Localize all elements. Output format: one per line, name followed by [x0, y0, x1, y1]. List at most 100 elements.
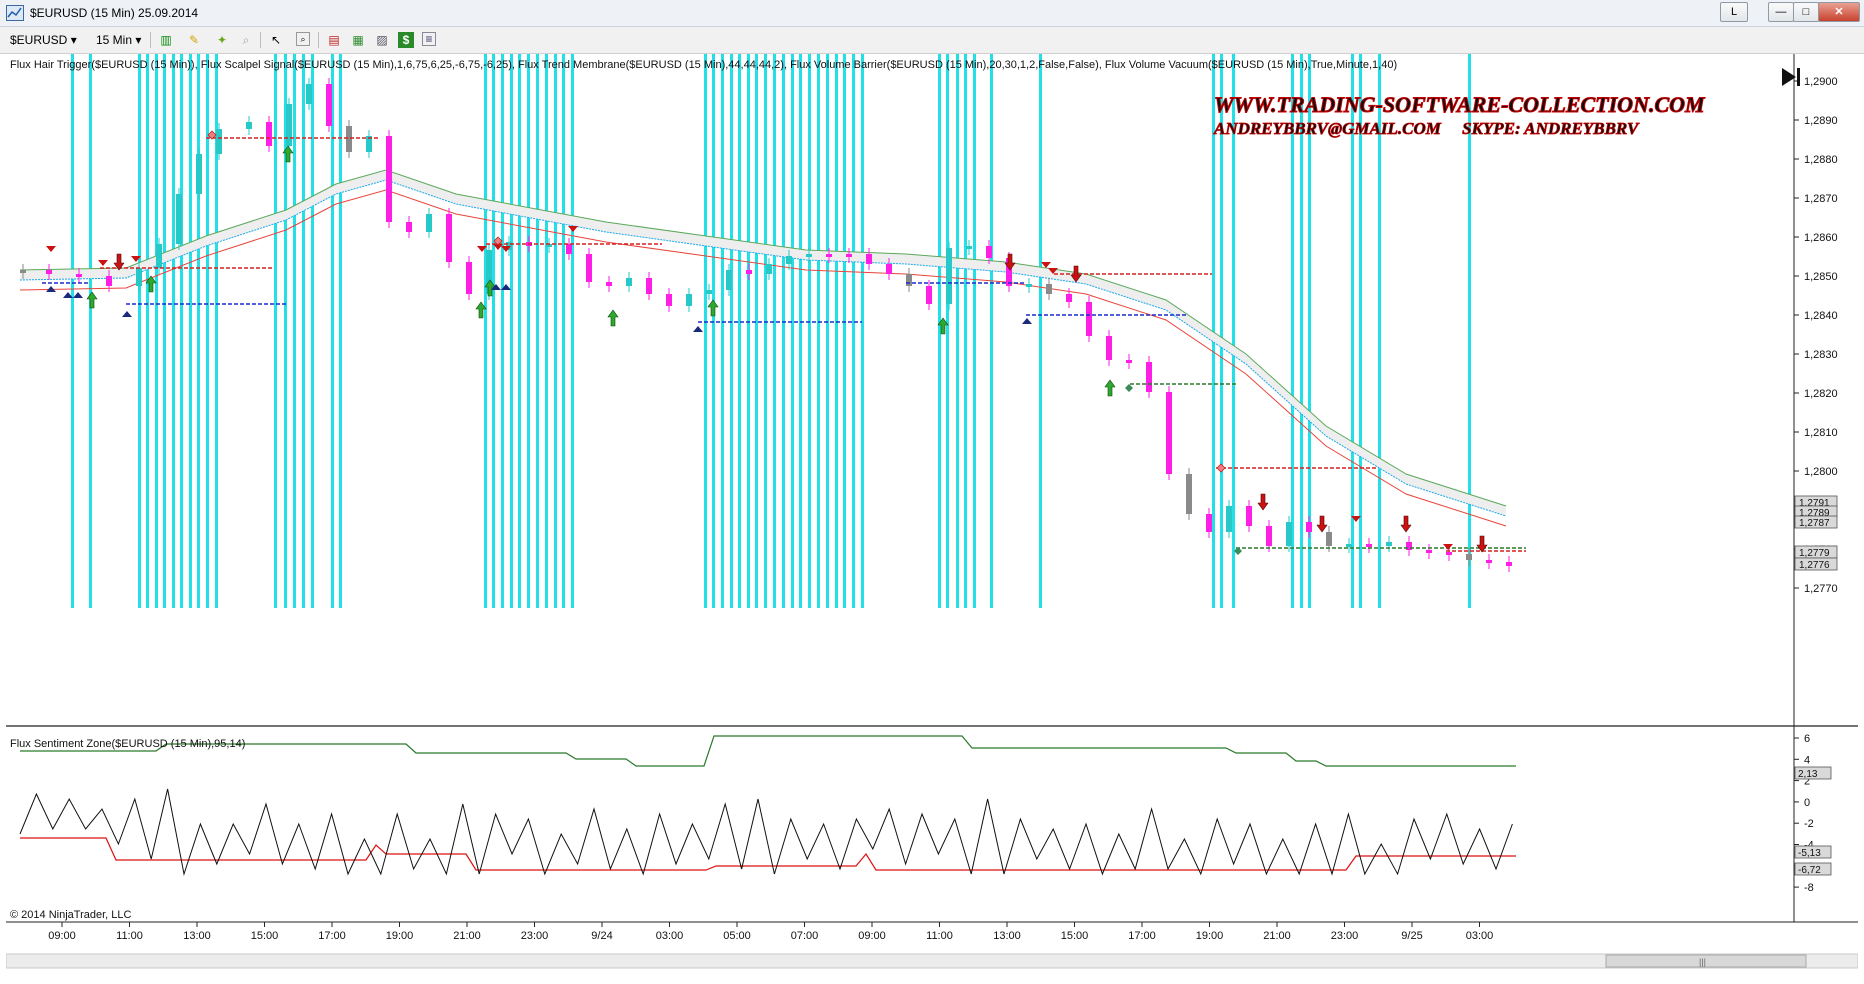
candle-body [666, 294, 672, 306]
candle-body [1366, 544, 1372, 547]
sentiment-tag-label: -5,13 [1798, 848, 1821, 859]
pencil-icon[interactable]: ✎ [188, 33, 200, 47]
time-tick-label: 9/24 [591, 930, 612, 942]
price-panel-background [6, 54, 1858, 726]
candle-body [886, 264, 892, 274]
price-tag [1794, 557, 1838, 571]
sentiment-tick-label: 0 [1804, 797, 1810, 809]
candle-body [1106, 336, 1112, 360]
trend-membrane [19, 169, 1507, 527]
candle-body [466, 262, 472, 294]
candle-body [406, 222, 412, 232]
volume-vacuum-bar [536, 54, 539, 608]
up-arrow-icon [937, 317, 949, 335]
candle-body [646, 278, 652, 294]
price-tick-label: 1,2830 [1804, 349, 1838, 361]
membrane-upper-line [19, 169, 1507, 507]
volume-vacuum-bars [71, 54, 1471, 608]
chevron-down-icon: ▾ [70, 33, 77, 47]
sentiment-tick-label: -8 [1804, 882, 1814, 894]
candle-body [176, 194, 182, 244]
draw-tools-icon[interactable]: ✦ [216, 33, 228, 47]
time-tick-label: 9/25 [1401, 930, 1422, 942]
strategy-icon[interactable]: ▦ [352, 33, 364, 47]
bar-type-icon[interactable]: ▥ [160, 33, 172, 47]
candle-body [1206, 514, 1212, 532]
maximize-button[interactable]: □ [1793, 2, 1819, 22]
volume-vacuum-bar [527, 54, 530, 608]
volume-vacuum-bar [1039, 54, 1042, 608]
buy-triangle-icon [491, 284, 501, 290]
indicator-label: Flux Hair Trigger($EURUSD (15 Min)), Flu… [10, 59, 1397, 71]
diamond-marker-icon [207, 130, 217, 140]
candle-body [1326, 532, 1332, 546]
indicator-icon[interactable]: ▤ [328, 33, 340, 47]
volume-vacuum-bar [339, 54, 342, 608]
time-tick-label: 19:00 [386, 930, 414, 942]
time-tick-label: 07:00 [791, 930, 819, 942]
candle-body [106, 276, 112, 286]
volume-vacuum-bar [571, 54, 574, 608]
data-box-icon[interactable]: ≡ [422, 32, 436, 46]
price-tick-label: 1,2900 [1804, 76, 1838, 88]
instrument-selector[interactable]: $EURUSD ▾ [10, 31, 77, 49]
candle-body [686, 294, 692, 306]
candle-body [766, 264, 772, 274]
sell-triangle-icon [568, 226, 578, 232]
sentiment-tick-label: -2 [1804, 818, 1814, 830]
close-button[interactable]: ✕ [1818, 2, 1860, 22]
chart-properties-icon[interactable]: ▨ [376, 33, 388, 47]
volume-vacuum-bar [510, 54, 513, 608]
candle-body [906, 274, 912, 286]
volume-vacuum-bar [764, 54, 767, 608]
volume-vacuum-bar [311, 54, 314, 608]
candle-body [1346, 544, 1352, 547]
volume-vacuum-bar [946, 54, 949, 608]
scroll-to-end-icon[interactable] [1782, 68, 1800, 86]
window-link-button[interactable]: L [1720, 2, 1748, 22]
toolbar-separator [150, 32, 151, 48]
volume-vacuum-bar [284, 54, 287, 608]
candle-body [1406, 542, 1412, 550]
candle-body [246, 122, 252, 129]
volume-vacuum-bar [1308, 54, 1311, 608]
candle-body [326, 84, 332, 126]
candle-body [196, 154, 202, 194]
interval-selector[interactable]: 15 Min ▾ [96, 31, 141, 49]
diamond-marker-icon [493, 236, 503, 246]
volume-vacuum-bar [782, 54, 785, 608]
volume-vacuum-bar [518, 54, 521, 608]
volume-vacuum-bar [1291, 54, 1294, 608]
minimize-button[interactable]: — [1768, 2, 1794, 22]
candle-body [1246, 506, 1252, 526]
candle-body [726, 270, 732, 290]
sentiment-tag [1794, 845, 1832, 859]
zoom-icon[interactable]: ⌕ [296, 32, 310, 46]
up-arrow-icon [86, 291, 98, 309]
sentiment-tick-label: 6 [1804, 733, 1810, 745]
pointer-icon[interactable]: ↖ [270, 33, 282, 47]
volume-vacuum-bar [206, 54, 209, 608]
magnifier-icon[interactable]: ⌕ [242, 33, 250, 47]
down-arrow-icon [1316, 515, 1328, 533]
chart-area[interactable]: 1,2900 1,2890 1,2880 1,2870 1,2860 1,2850 1,28… [6, 54, 1858, 984]
title-bar: $EURUSD (15 Min) 25.09.2014 L — □ ✕ [0, 0, 1864, 27]
volume-vacuum-bar [163, 54, 166, 608]
candle-body [1266, 526, 1272, 546]
sell-triangle-icon [501, 246, 511, 252]
sentiment-tag-label: -6,72 [1798, 865, 1821, 876]
window-title: $EURUSD (15 Min) 25.09.2014 [30, 6, 199, 20]
sentiment-tag [1794, 862, 1832, 876]
volume-vacuum-bar [545, 54, 548, 608]
volume-vacuum-bar [721, 54, 724, 608]
candle-body [1486, 560, 1492, 563]
candle-body [926, 286, 932, 304]
dollar-icon[interactable]: $ [398, 32, 414, 48]
time-tick-label: 11:00 [116, 930, 143, 942]
volume-vacuum-bar [89, 54, 92, 608]
copyright: © 2014 NinjaTrader, LLC [10, 909, 131, 921]
horizontal-scrollbar[interactable]: ||| [6, 953, 1858, 969]
price-tick-label: 1,2800 [1804, 466, 1838, 478]
volume-vacuum-bar [852, 54, 855, 608]
candle-body [806, 254, 812, 257]
